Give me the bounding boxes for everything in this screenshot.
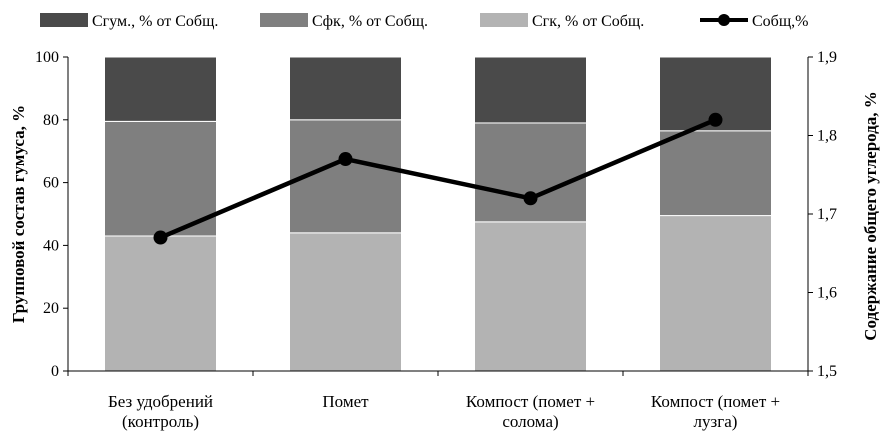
line-point-3: [708, 112, 723, 127]
legend-swatch-0: [40, 13, 88, 27]
line-path: [159, 117, 717, 240]
y-tick-label: 100: [35, 49, 59, 66]
y-tick-label: 0: [51, 363, 59, 380]
x-tick-label: Компост (помет +: [651, 392, 780, 411]
y-axis-title: Групповой состав гумуса, %: [9, 105, 28, 323]
legend-swatch-2: [480, 13, 528, 27]
bar-series-1-cat-3: [659, 130, 772, 217]
legend-marker: [718, 14, 730, 26]
bar-series-0-cat-1: [289, 232, 402, 372]
x-tick-label: Без удобрений: [108, 392, 213, 411]
y-tick-label: 20: [43, 300, 59, 317]
y-tick-label: 80: [43, 112, 59, 129]
legend-swatch-1: [260, 13, 308, 27]
x-tick-label: (контроль): [122, 412, 199, 431]
bar-series-2-cat-1: [289, 56, 402, 121]
legend-label-0: Сгум., % от Собщ.: [92, 13, 218, 30]
line-point-0: [153, 230, 168, 245]
y2-tick-label: 1,7: [817, 206, 837, 223]
y-tick-label: 60: [43, 175, 59, 192]
labels: 0 20 40 60 80 100 1,5 1,6 1,7 1,8 1,9 Без удобрений…: [9, 49, 880, 431]
x-tick-label: Помет: [322, 392, 369, 411]
legend-label-1: Сфк, % от Собщ.: [312, 13, 428, 30]
y2-tick-label: 1,9: [817, 49, 837, 66]
bar-series-0-cat-2: [474, 221, 587, 372]
legend-label-3: Собщ,%: [752, 13, 808, 30]
y2-tick-label: 1,8: [817, 128, 837, 145]
axes: [63, 56, 813, 376]
legend: Сгум., % от Собщ. Сфк, % от Собщ. Сгк, % о…: [40, 13, 808, 30]
y2-axis-title: Содержание общего углерода, %: [861, 91, 880, 341]
bar-series-2-cat-0: [104, 56, 217, 122]
legend-label-2: Сгк, % от Собщ.: [532, 13, 644, 30]
y2-tick-label: 1,5: [817, 363, 837, 380]
bar-series-2-cat-2: [474, 56, 587, 124]
bar-series-1-cat-2: [474, 122, 587, 223]
x-tick-label: лузга): [694, 412, 738, 431]
bars: [104, 56, 772, 372]
bar-series-0-cat-0: [104, 235, 217, 372]
bar-series-0-cat-3: [659, 215, 772, 372]
x-tick-label: солома): [502, 412, 558, 431]
x-tick-label: Компост (помет +: [466, 392, 595, 411]
line-series: [153, 112, 723, 245]
line-point-2: [523, 191, 538, 206]
line-point-1: [338, 152, 353, 167]
y2-tick-label: 1,6: [817, 285, 837, 302]
y-tick-label: 40: [43, 237, 59, 254]
